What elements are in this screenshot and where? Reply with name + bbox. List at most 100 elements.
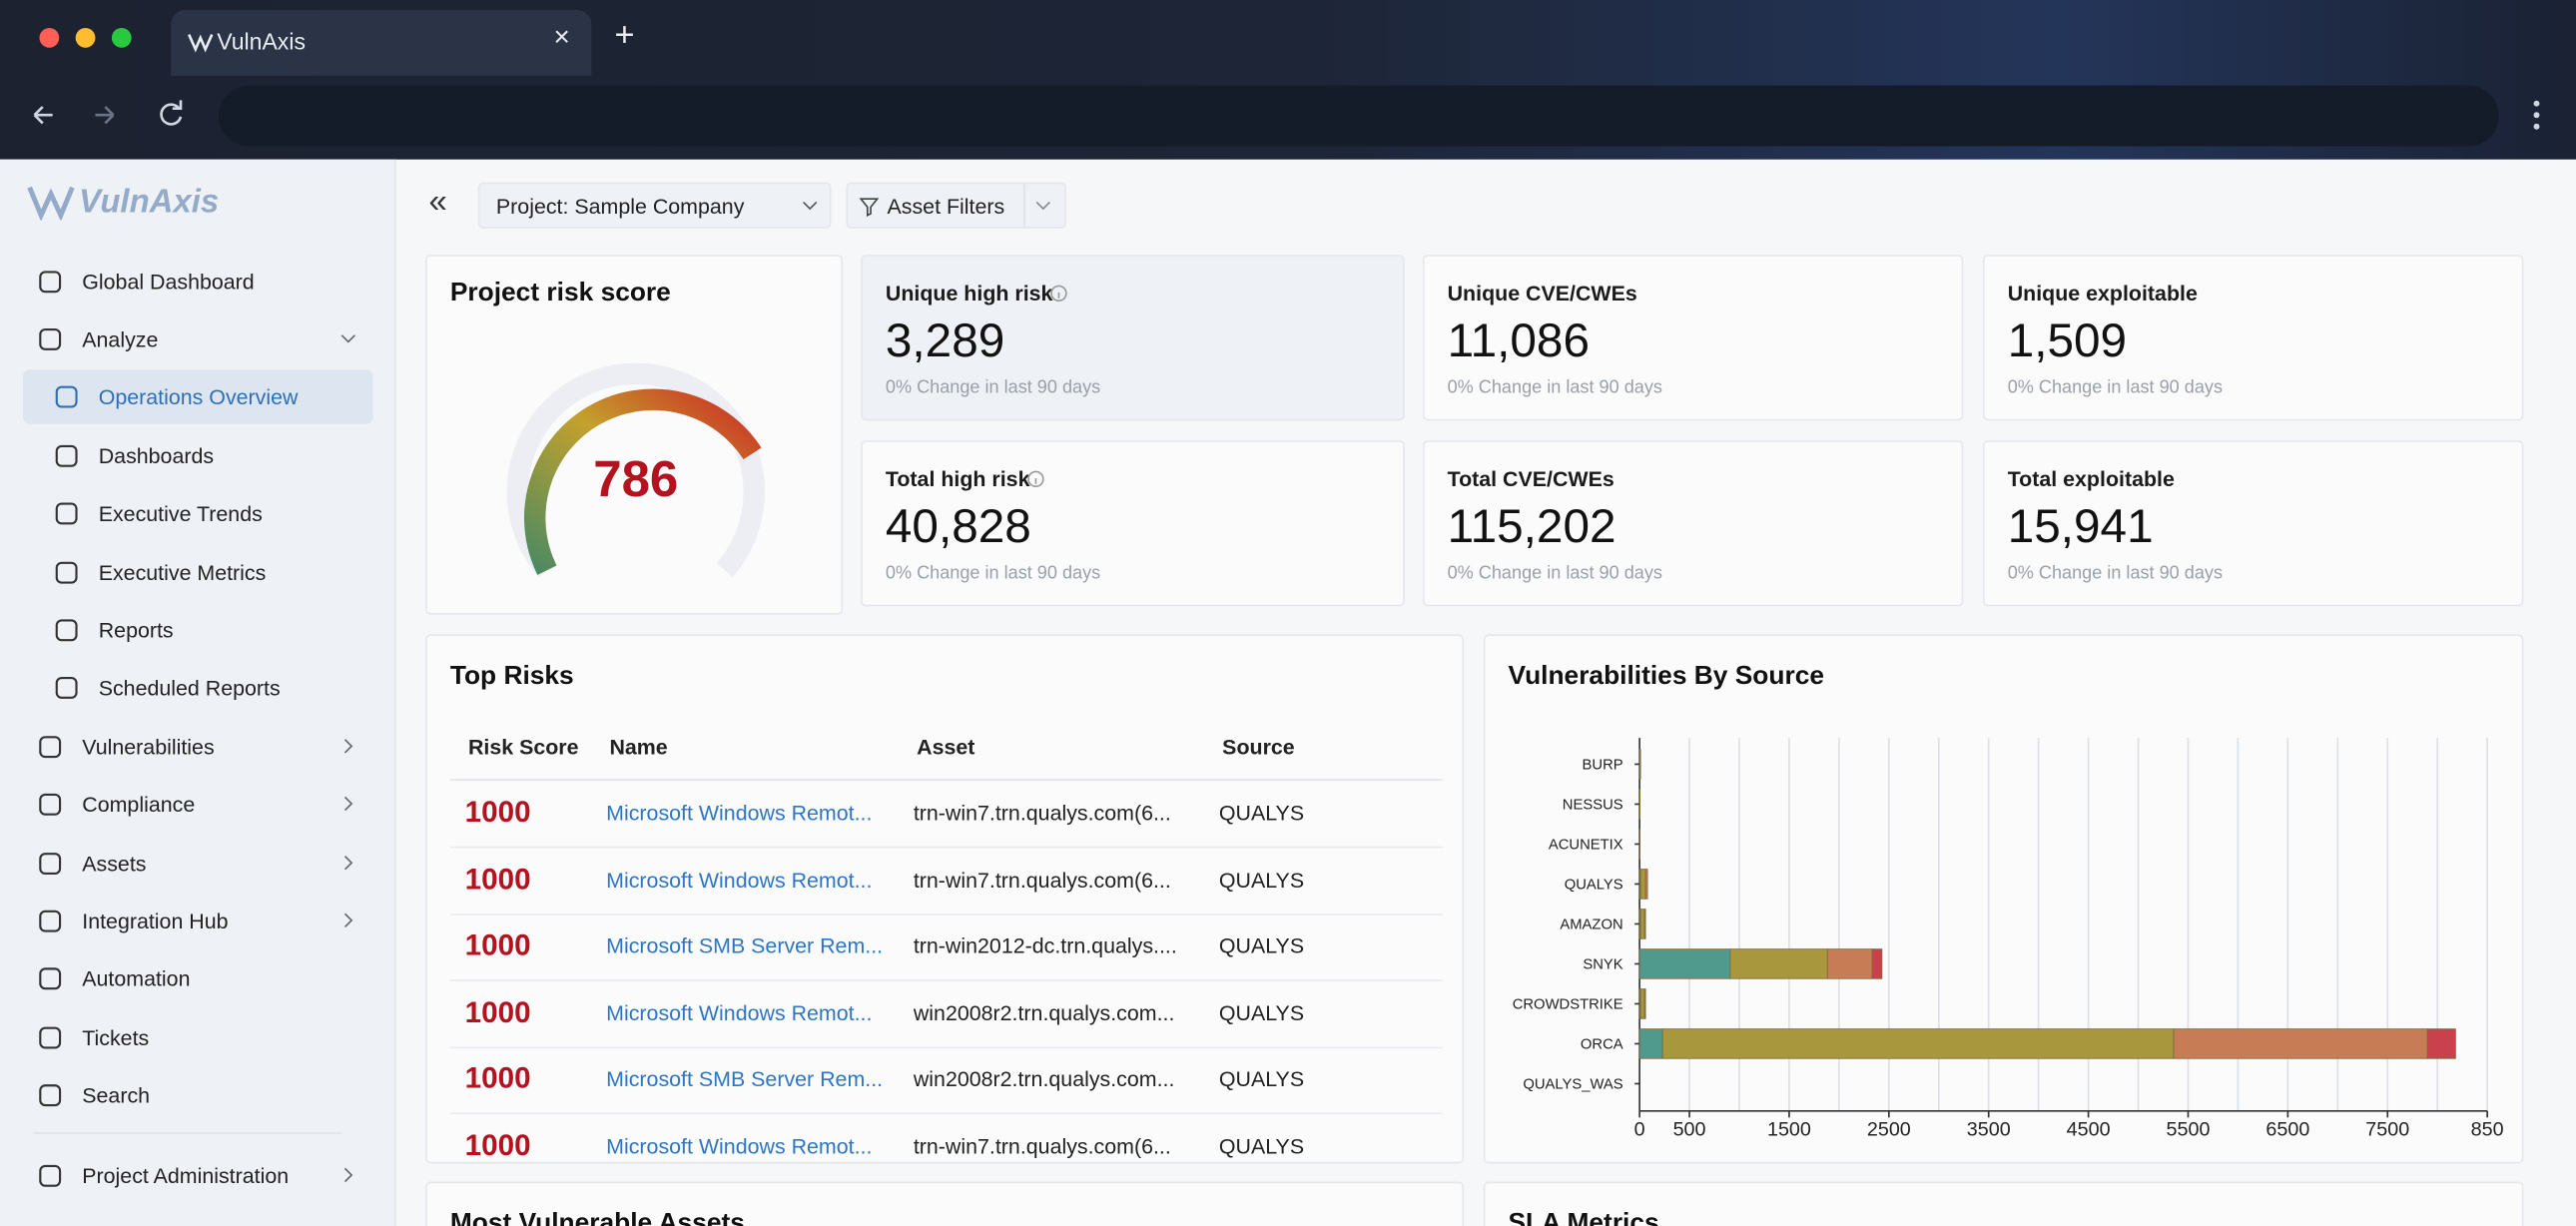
- nav-label: Automation: [82, 965, 191, 991]
- y-tick-label: CROWDSTRIKE: [1513, 996, 1623, 1012]
- risk-name[interactable]: Microsoft Windows Remot...: [606, 800, 873, 826]
- y-tick-label: ORCA: [1581, 1036, 1623, 1052]
- x-tick-label: 4500: [2067, 1118, 2111, 1140]
- browser-chrome: VulnAxis × +: [0, 0, 2576, 160]
- chevron: [803, 201, 818, 211]
- browser-tab[interactable]: VulnAxis ×: [171, 9, 592, 76]
- divider: [32, 1132, 342, 1134]
- risk-source: QUALYS: [1218, 932, 1305, 958]
- stat-value: 3,289: [885, 315, 1005, 368]
- stat-card: Total CVE/CWEs 115,202 0% Change in last 9…: [1422, 440, 1964, 607]
- nav-item[interactable]: Global Dashboard: [23, 255, 372, 308]
- risk-score: 1000: [464, 862, 531, 896]
- risk-title: Project risk score: [449, 279, 671, 307]
- nav-item[interactable]: Scheduled Reports: [23, 661, 372, 715]
- logo-icon: [27, 186, 75, 221]
- nav-item[interactable]: Tickets: [23, 1010, 372, 1064]
- info-icon[interactable]: [1049, 285, 1067, 303]
- nav-item[interactable]: Vulnerabilities: [23, 720, 372, 774]
- column-header: Asset: [917, 734, 975, 760]
- nav-icon: [55, 444, 78, 467]
- nav-icon: [55, 561, 78, 584]
- risk-score: 1000: [464, 1061, 531, 1095]
- risk-name[interactable]: Microsoft Windows Remot...: [606, 999, 873, 1025]
- bar-segment: [1826, 948, 1873, 979]
- browser-menu[interactable]: [2527, 99, 2547, 135]
- bar-segment: [1638, 1028, 1663, 1059]
- address-bar[interactable]: [218, 85, 2499, 147]
- asset-filters[interactable]: Asset Filters: [846, 182, 1066, 229]
- row-rule: [449, 846, 1443, 849]
- nav-icon: [39, 853, 62, 875]
- tab-title: VulnAxis: [217, 27, 306, 55]
- risk-score: 786: [593, 450, 679, 508]
- filters-label: Asset Filters: [887, 194, 1005, 219]
- new-tab[interactable]: +: [614, 16, 635, 55]
- nav-item[interactable]: Integration Hub: [23, 894, 372, 947]
- stat-title: Unique CVE/CWEs: [1447, 281, 1637, 306]
- stat-change: 0% Change in last 90 days: [1447, 377, 1662, 398]
- sla-card: SLA Metrics: [1483, 1181, 2524, 1226]
- y-tick-label: QUALYS_WAS: [1523, 1076, 1622, 1092]
- nav-item[interactable]: Assets: [23, 837, 372, 891]
- card-title: Most Vulnerable Assets: [449, 1209, 745, 1226]
- project-label: Project: Sample Company: [495, 194, 745, 219]
- nav-label: Integration Hub: [82, 909, 229, 933]
- project-select[interactable]: Project: Sample Company: [477, 182, 832, 229]
- nav-icon: [39, 967, 62, 990]
- nav-item[interactable]: Executive Metrics: [23, 546, 372, 600]
- risk-asset: win2008r2.trn.qualys.com...: [913, 999, 1175, 1025]
- collapse-button[interactable]: «: [428, 184, 447, 221]
- stat-title: Unique high risk: [885, 281, 1053, 306]
- chart-title: Vulnerabilities By Source: [1508, 662, 1824, 691]
- stat-change: 0% Change in last 90 days: [1447, 563, 1662, 584]
- nav-label: Global Dashboard: [82, 269, 255, 295]
- nav-item[interactable]: Analyze: [23, 312, 372, 366]
- nav-icon: [39, 736, 62, 759]
- stat-change: 0% Change in last 90 days: [885, 377, 1101, 398]
- stat-change: 0% Change in last 90 days: [2007, 563, 2224, 584]
- stat-value: 1,509: [2007, 315, 2128, 368]
- nav-label: Reports: [98, 617, 174, 643]
- tab-icon: [188, 34, 214, 53]
- x-tick-label: 7500: [2365, 1118, 2409, 1140]
- nav-item[interactable]: Compliance: [23, 778, 372, 832]
- risk-source: QUALYS: [1218, 867, 1305, 893]
- risk-score: 1000: [464, 1128, 531, 1161]
- bar-segment: [1661, 1028, 2175, 1059]
- risk-name[interactable]: Microsoft Windows Remot...: [606, 1132, 873, 1158]
- nav-label: Assets: [82, 851, 147, 877]
- nav-item[interactable]: Reports: [23, 603, 372, 657]
- stat-change: 0% Change in last 90 days: [885, 563, 1101, 584]
- chevron: [343, 796, 353, 812]
- risk-name[interactable]: Microsoft Windows Remot...: [606, 867, 873, 893]
- nav-item[interactable]: Search: [23, 1068, 372, 1122]
- x-tick-label: 3500: [1967, 1118, 2011, 1140]
- row-rule: [449, 1112, 1443, 1115]
- nav-item[interactable]: Automation: [23, 951, 372, 1005]
- bar-segment: [2173, 1028, 2428, 1059]
- y-tick-label: NESSUS: [1563, 797, 1623, 813]
- tab-close[interactable]: ×: [553, 21, 570, 53]
- y-tick-label: SNYK: [1583, 956, 1622, 972]
- stat-card: Unique high risk 3,289 0% Change in last 9…: [861, 255, 1405, 421]
- nav-item[interactable]: Executive Trends: [23, 486, 372, 540]
- stat-value: 115,202: [1447, 501, 1616, 554]
- y-tick-label: QUALYS: [1565, 877, 1623, 893]
- column-header: Risk Score: [467, 734, 579, 760]
- nav-label: Vulnerabilities: [82, 734, 215, 760]
- row-rule: [449, 1045, 1443, 1048]
- y-tick-label: ACUNETIX: [1549, 837, 1623, 853]
- risk-name[interactable]: Microsoft SMB Server Rem...: [606, 1066, 884, 1092]
- risk-asset: trn-win2012-dc.trn.qualys....: [913, 932, 1177, 958]
- risk-gauge: [506, 362, 765, 578]
- nav-item[interactable]: Dashboards: [23, 429, 372, 483]
- risk-name[interactable]: Microsoft SMB Server Rem...: [606, 932, 884, 958]
- nav-icon: [39, 327, 62, 350]
- nav-item[interactable]: Operations Overview: [23, 369, 373, 424]
- info-icon[interactable]: [1026, 470, 1044, 488]
- nav-item[interactable]: Project Administration: [23, 1149, 372, 1203]
- window-controls: [33, 27, 183, 126]
